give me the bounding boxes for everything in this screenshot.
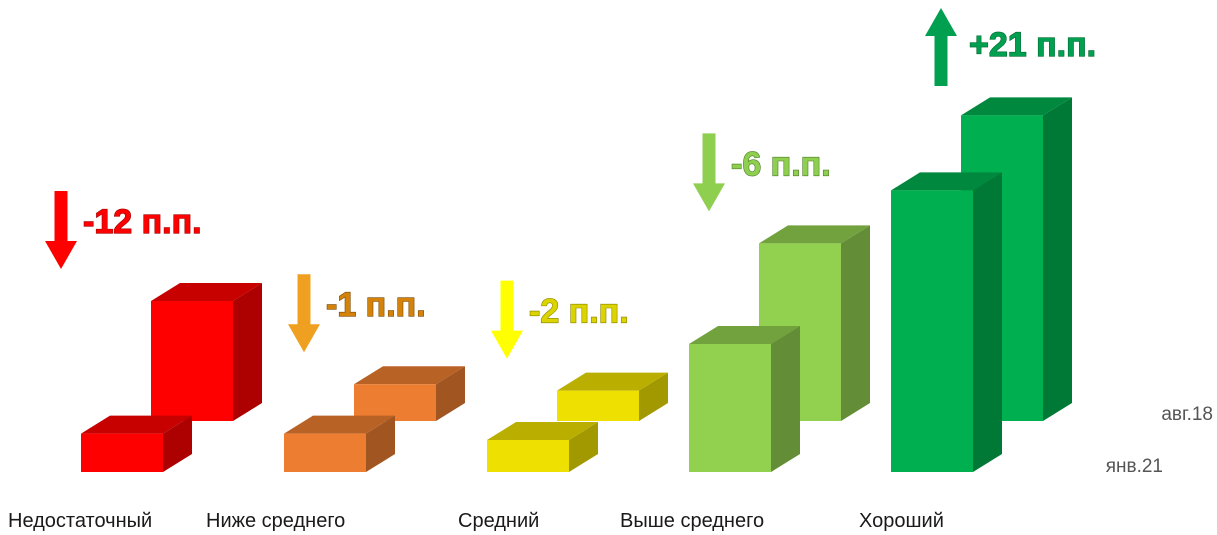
bar-янв.21-0-top xyxy=(81,415,192,434)
change-label-1: -1 п.п. xyxy=(326,286,426,324)
bar-янв.21-0-side xyxy=(163,415,192,472)
bar-янв.21-3-front xyxy=(689,344,771,472)
bar-авг.18-0 xyxy=(151,283,262,421)
change-labels: -12 п.п. -1 п.п. -2 п.п. -6 п.п. +21 п.п. xyxy=(82,25,1096,331)
bar-янв.21-3 xyxy=(689,326,800,472)
category-label-2: Средний xyxy=(458,510,539,532)
series-label-1: янв.21 xyxy=(1106,456,1163,477)
category-labels: Недостаточный Ниже среднего Средний Выше ср… xyxy=(8,510,944,532)
bar-янв.21-4-top xyxy=(891,172,1002,191)
bar-авг.18-0-top xyxy=(151,283,262,301)
bar-авг.18-2-side xyxy=(639,372,668,421)
change-label-3: -6 п.п. xyxy=(731,145,831,183)
bar-янв.21-1-side xyxy=(366,415,395,472)
bar-авг.18-4-side xyxy=(1043,97,1072,422)
category-label-1: Ниже среднего xyxy=(206,510,345,532)
bar-авг.18-1-top xyxy=(354,366,465,385)
bar-янв.21-3-top xyxy=(689,326,800,344)
arrow-up-icon-4 xyxy=(925,8,957,86)
bar-янв.21-4 xyxy=(891,172,1002,472)
bar-янв.21-2-front xyxy=(487,440,569,472)
bar-авг.18-1 xyxy=(354,366,465,421)
bars xyxy=(81,97,1072,472)
series-labels: авг.18 янв.21 xyxy=(1106,404,1213,477)
change-label-2: -2 п.п. xyxy=(529,293,629,331)
bar-авг.18-1-side xyxy=(436,366,465,421)
bar-авг.18-2-top xyxy=(557,372,668,391)
bar-янв.21-4-side xyxy=(973,172,1002,472)
bar-янв.21-2 xyxy=(487,422,598,472)
bar-авг.18-2 xyxy=(557,372,668,421)
bar-янв.21-1 xyxy=(284,415,395,472)
bar-авг.18-0-front xyxy=(151,301,233,421)
category-label-0: Недостаточный xyxy=(8,510,152,532)
bar-янв.21-0-front xyxy=(81,433,163,472)
bar-янв.21-3-side xyxy=(771,326,800,472)
bar-авг.18-3-top xyxy=(759,225,870,244)
category-label-3: Выше среднего xyxy=(620,510,764,532)
bar-янв.21-1-top xyxy=(284,415,395,434)
bar-авг.18-0-side xyxy=(233,283,262,421)
change-arrows xyxy=(45,8,957,359)
bar-авг.18-2-front xyxy=(557,390,639,421)
change-label-4: +21 п.п. xyxy=(969,26,1096,64)
bar-янв.21-4-front xyxy=(891,190,973,472)
arrow-down-icon-2 xyxy=(491,280,523,359)
arrow-down-icon-1 xyxy=(288,274,320,353)
change-label-0: -12 п.п. xyxy=(83,203,202,241)
bar-янв.21-1-front xyxy=(284,433,366,472)
category-label-4: Хороший xyxy=(859,510,944,532)
arrow-down-icon-3 xyxy=(693,133,725,212)
series-label-0: авг.18 xyxy=(1161,404,1213,425)
bar-янв.21-2-top xyxy=(487,422,598,440)
arrow-down-icon-0 xyxy=(45,191,77,269)
bar-янв.21-2-side xyxy=(569,422,598,472)
bar-авг.18-1-front xyxy=(354,384,436,421)
bar-янв.21-0 xyxy=(81,415,192,472)
bar-авг.18-4-top xyxy=(961,97,1072,116)
bar-авг.18-3-side xyxy=(841,225,870,421)
